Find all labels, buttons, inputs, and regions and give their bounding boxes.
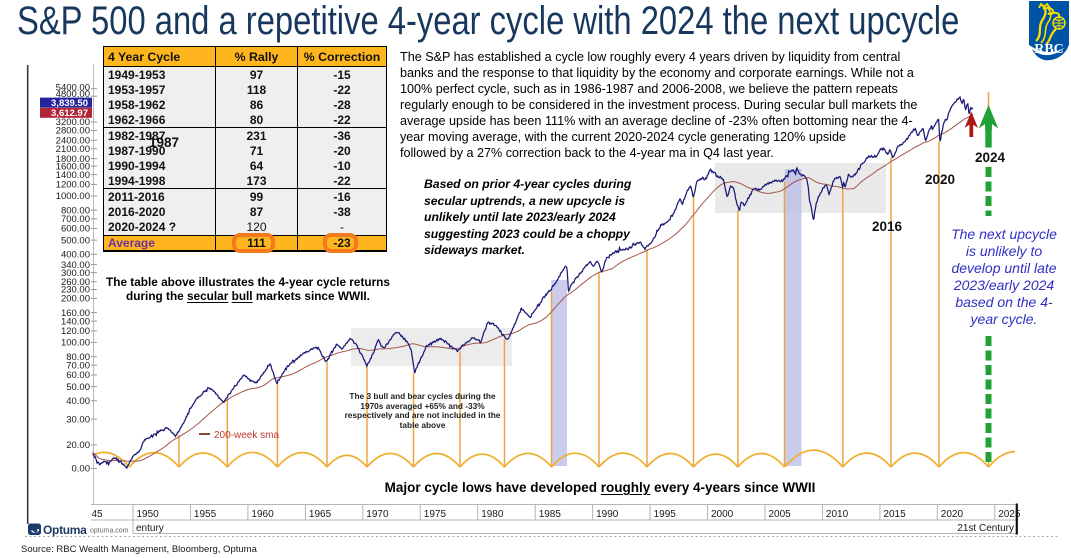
svg-text:1955: 1955 xyxy=(194,509,217,520)
svg-text:2005: 2005 xyxy=(769,509,792,520)
svg-text:3,839.50: 3,839.50 xyxy=(51,98,88,109)
svg-text:2400.00: 2400.00 xyxy=(56,136,90,147)
svg-text:160.00: 160.00 xyxy=(61,308,90,319)
svg-text:4800.00: 4800.00 xyxy=(56,89,90,100)
svg-text:800.00: 800.00 xyxy=(61,205,90,216)
svg-text:1800.00: 1800.00 xyxy=(56,154,90,165)
svg-text:140.00: 140.00 xyxy=(61,316,90,327)
svg-text:5400.00: 5400.00 xyxy=(56,83,90,94)
svg-text:120.00: 120.00 xyxy=(61,326,90,337)
svg-text:600.00: 600.00 xyxy=(61,224,90,235)
svg-text:entury: entury xyxy=(136,523,164,534)
svg-text:200.00: 200.00 xyxy=(61,294,90,305)
svg-text:1950: 1950 xyxy=(137,509,160,520)
svg-text:Optuma: Optuma xyxy=(43,523,87,537)
svg-text:40.00: 40.00 xyxy=(66,396,90,407)
svg-text:230.00: 230.00 xyxy=(61,285,90,296)
svg-text:1965: 1965 xyxy=(309,509,332,520)
svg-text:3,612.97: 3,612.97 xyxy=(51,108,88,119)
svg-text:21st Century: 21st Century xyxy=(957,523,1014,534)
svg-text:2100.00: 2100.00 xyxy=(56,144,90,155)
svg-text:1600.00: 1600.00 xyxy=(56,161,90,172)
svg-text:3200.00: 3200.00 xyxy=(56,117,90,128)
svg-text:1985: 1985 xyxy=(539,509,562,520)
svg-text:80.00: 80.00 xyxy=(66,352,90,363)
svg-text:2025: 2025 xyxy=(998,509,1021,520)
svg-text:RBC: RBC xyxy=(1034,42,1064,57)
svg-text:1960: 1960 xyxy=(251,509,274,520)
svg-text:45: 45 xyxy=(92,509,104,520)
svg-text:1980: 1980 xyxy=(481,509,504,520)
svg-text:1990: 1990 xyxy=(596,509,619,520)
svg-text:50.00: 50.00 xyxy=(66,382,90,393)
svg-text:500.00: 500.00 xyxy=(61,235,90,246)
svg-text:1970: 1970 xyxy=(366,509,389,520)
svg-text:1995: 1995 xyxy=(654,509,677,520)
svg-text:340.00: 340.00 xyxy=(61,260,90,271)
svg-text:optuma.com: optuma.com xyxy=(90,528,129,535)
svg-text:60.00: 60.00 xyxy=(66,370,90,381)
svg-text:70.00: 70.00 xyxy=(66,360,90,371)
svg-text:2000: 2000 xyxy=(711,509,734,520)
svg-text:300.00: 300.00 xyxy=(61,268,90,279)
svg-text:20.00: 20.00 xyxy=(66,440,90,451)
svg-text:400.00: 400.00 xyxy=(61,250,90,261)
svg-text:2020: 2020 xyxy=(941,509,964,520)
svg-text:260.00: 260.00 xyxy=(61,277,90,288)
svg-text:0.00: 0.00 xyxy=(72,464,91,475)
svg-text:2015: 2015 xyxy=(883,509,906,520)
svg-text:2800.00: 2800.00 xyxy=(56,126,90,137)
svg-text:1000.00: 1000.00 xyxy=(56,191,90,202)
svg-text:1400.00: 1400.00 xyxy=(56,170,90,181)
svg-text:700.00: 700.00 xyxy=(61,214,90,225)
svg-text:100.00: 100.00 xyxy=(61,338,90,349)
svg-text:1975: 1975 xyxy=(424,509,447,520)
svg-text:1200.00: 1200.00 xyxy=(56,180,90,191)
svg-text:2010: 2010 xyxy=(826,509,849,520)
svg-text:30.00: 30.00 xyxy=(66,414,90,425)
